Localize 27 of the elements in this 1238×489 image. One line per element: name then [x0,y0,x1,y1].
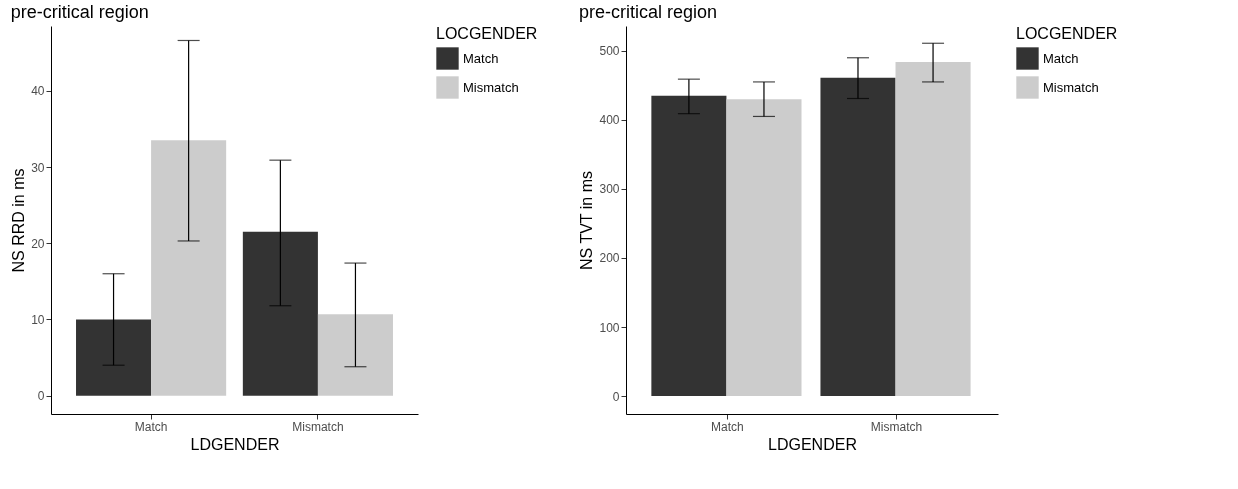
x-tick-label: Mismatch [292,419,344,434]
legend-label: Match [463,50,499,66]
y-tick-label: 200 [599,251,620,266]
legend-label: Match [1043,50,1079,66]
y-tick-label: 100 [599,320,620,335]
y-tick-label: 10 [31,312,45,327]
y-tick-label: 30 [31,160,45,175]
legend-title: LOCGENDER [436,25,538,42]
legend-label: Mismatch [1043,79,1099,95]
y-axis-title: NS TVT in ms [578,171,596,270]
y-tick-label: 40 [31,84,45,99]
y-tick-label: 500 [599,44,620,59]
chart-title: pre-critical region [10,2,149,22]
x-tick-label: Match [711,419,744,434]
legend-label: Mismatch [463,79,519,95]
y-axis-title: NS RRD in ms [10,168,28,273]
y-tick-label: 20 [31,236,45,251]
chart-title: pre-critical region [578,2,718,22]
y-tick-label: 400 [599,113,620,128]
x-tick-label: Mismatch [870,419,923,434]
y-tick-label: 0 [612,389,620,404]
y-tick-label: 300 [599,182,620,197]
x-axis-title: LDGENDER [190,435,280,453]
legend-title: LOCGENDER [1016,25,1118,42]
y-tick-label: 0 [37,389,45,404]
x-tick-label: Match [134,419,168,434]
x-axis-title: LDGENDER [768,435,857,453]
